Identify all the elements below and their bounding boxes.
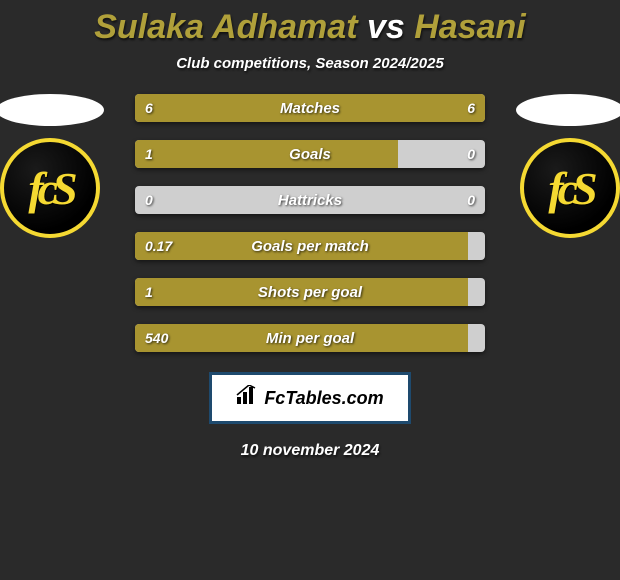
right-club-badge: fcS [520, 138, 620, 238]
stat-row: 1Shots per goal [135, 278, 485, 306]
left-club-badge: fcS [0, 138, 100, 238]
player2-name: Hasani [414, 8, 526, 46]
stat-label: Min per goal [135, 324, 485, 352]
stat-label: Hattricks [135, 186, 485, 214]
stat-row: 0.17Goals per match [135, 232, 485, 260]
stat-row: 540Min per goal [135, 324, 485, 352]
stat-row: 00Hattricks [135, 186, 485, 214]
stat-label: Goals [135, 140, 485, 168]
vs-text: vs [358, 8, 415, 46]
comparison-title: Sulaka Adhamat vs Hasani [0, 0, 620, 47]
stat-bars: 66Matches 10Goals 00Hattricks 0.17Goals per… [135, 94, 485, 352]
stat-label: Goals per match [135, 232, 485, 260]
footer-site: FcTables.com [264, 388, 383, 409]
player1-name: Sulaka Adhamat [94, 8, 357, 46]
footer-date: 10 november 2024 [0, 442, 620, 460]
right-flag-ellipse [516, 94, 620, 126]
chart-icon [236, 385, 258, 411]
stat-label: Matches [135, 94, 485, 122]
stat-label: Shots per goal [135, 278, 485, 306]
stat-row: 10Goals [135, 140, 485, 168]
stat-row: 66Matches [135, 94, 485, 122]
left-club-initials: fcS [28, 162, 71, 215]
left-flag-ellipse [0, 94, 104, 126]
right-side-logos: fcS [510, 94, 620, 238]
subtitle: Club competitions, Season 2024/2025 [0, 55, 620, 72]
left-side-logos: fcS [0, 94, 110, 238]
stats-area: fcS fcS 66Matches 10Goals 00Hattricks 0.17G… [0, 94, 620, 352]
footer-badge: FcTables.com [209, 372, 411, 424]
right-club-initials: fcS [548, 162, 591, 215]
